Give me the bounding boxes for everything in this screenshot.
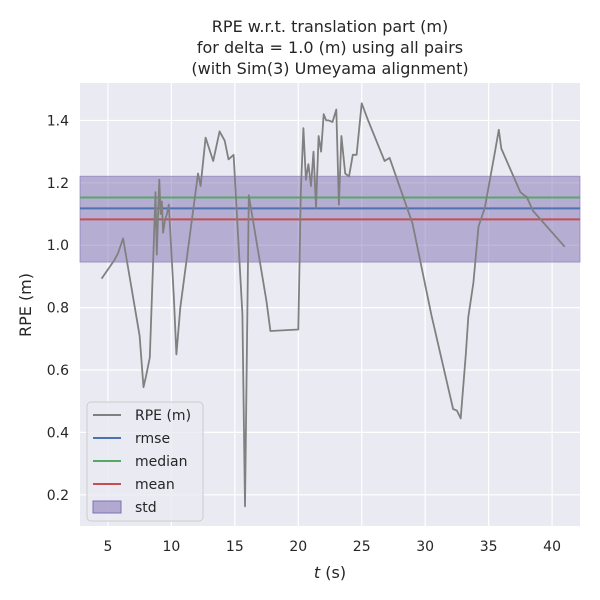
legend: RPE (m) rmse median mean std bbox=[86, 401, 204, 522]
series-layer bbox=[100, 102, 566, 508]
chart-title-line-3: (with Sim(3) Umeyama alignment) bbox=[191, 59, 468, 78]
x-axis-label: t (s) bbox=[314, 563, 346, 582]
rpe-series-line bbox=[100, 102, 566, 508]
legend-label-rpe: RPE (m) bbox=[135, 408, 191, 424]
chart-title-line-2: for delta = 1.0 (m) using all pairs bbox=[197, 38, 463, 57]
y-tick-label-3: 0.8 bbox=[47, 301, 69, 317]
x-tick-label-7: 40 bbox=[543, 539, 561, 555]
x-tick-label-2: 15 bbox=[226, 539, 244, 555]
y-tick-label-5: 1.2 bbox=[47, 176, 69, 192]
legend-swatch-std bbox=[92, 500, 122, 514]
legend-label-mean: mean bbox=[135, 477, 175, 493]
y-tick-label-6: 1.4 bbox=[47, 113, 69, 129]
x-tick-label-0: 5 bbox=[103, 539, 112, 555]
y-tick-label-0: 0.2 bbox=[47, 488, 69, 504]
legend-label-std: std bbox=[135, 500, 157, 516]
x-tick-label-6: 35 bbox=[480, 539, 498, 555]
x-tick-label-4: 25 bbox=[353, 539, 371, 555]
legend-label-rmse: rmse bbox=[135, 431, 170, 447]
y-tick-label-4: 1.0 bbox=[47, 238, 69, 254]
x-tick-label-5: 30 bbox=[416, 539, 434, 555]
x-tick-labels: 5 10 15 20 25 30 35 40 bbox=[103, 539, 561, 555]
legend-label-median: median bbox=[135, 454, 187, 470]
y-tick-labels: 0.2 0.4 0.6 0.8 1.0 1.2 1.4 bbox=[47, 113, 69, 503]
x-axis-label-unit: (s) bbox=[320, 563, 346, 582]
chart-title-line-1: RPE w.r.t. translation part (m) bbox=[212, 17, 448, 36]
y-axis-label: RPE (m) bbox=[16, 273, 35, 337]
y-tick-label-2: 0.6 bbox=[47, 363, 69, 379]
x-tick-label-1: 10 bbox=[162, 539, 180, 555]
y-tick-label-1: 0.4 bbox=[47, 425, 69, 441]
x-tick-label-3: 20 bbox=[289, 539, 307, 555]
legend-box bbox=[86, 401, 204, 522]
x-axis-label-symbol: t bbox=[314, 563, 321, 582]
